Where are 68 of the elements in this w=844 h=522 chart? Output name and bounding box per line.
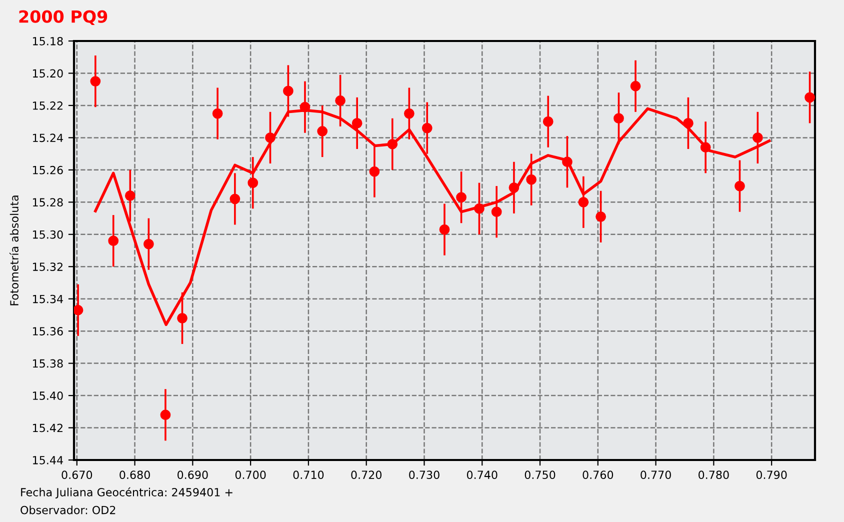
point	[335, 95, 346, 106]
point	[317, 126, 328, 136]
y-tick-label: 15.44	[32, 456, 63, 464]
x-tick-label: 0.790	[756, 470, 787, 480]
point	[508, 182, 520, 193]
y-tick-label: 15.38	[32, 359, 63, 368]
point	[614, 113, 624, 124]
point	[456, 192, 466, 203]
point	[700, 142, 711, 153]
point	[369, 166, 380, 177]
x-tick-label: 0.760	[582, 470, 614, 480]
point	[143, 238, 154, 250]
point	[542, 116, 554, 127]
y-tick-label: 15.24	[32, 134, 63, 142]
point	[562, 156, 572, 168]
y-tick-label: 15.26	[32, 166, 63, 174]
y-axis-title: Fotometría absoluta	[9, 196, 19, 306]
x-tick-label: 0.700	[235, 470, 266, 480]
point	[526, 174, 537, 185]
point	[578, 196, 589, 208]
point	[422, 122, 432, 134]
point	[124, 190, 136, 201]
chart-title: 2000 PQ9	[19, 10, 108, 26]
x-tick-label: 0.770	[640, 470, 671, 480]
x-tick-label: 0.750	[524, 470, 556, 480]
point	[630, 80, 641, 92]
y-tick-label: 15.32	[32, 262, 62, 271]
point	[752, 132, 763, 143]
y-tick-label: 15.36	[32, 327, 63, 336]
x-tick-label: 0.720	[351, 470, 382, 480]
text: Fecha Juliana Geocéntrica: 2459401 +	[21, 487, 232, 498]
point	[300, 102, 310, 112]
point	[283, 86, 294, 96]
y-tick-label: 15.20	[32, 69, 63, 78]
x-tick-label: 0.690	[178, 470, 208, 480]
x-tick-label: 0.670	[62, 470, 92, 480]
y-tick-label: 15.42	[32, 424, 62, 432]
x-tick-label: 0.740	[466, 470, 498, 480]
point	[248, 178, 258, 188]
y-tick-label: 15.40	[32, 392, 63, 400]
text: Observador: OD2	[20, 506, 116, 514]
y-tick-label: 15.18	[32, 36, 63, 46]
point	[734, 180, 745, 192]
point	[439, 224, 450, 235]
point	[74, 304, 84, 316]
point	[160, 410, 171, 420]
point	[804, 92, 815, 103]
point	[90, 76, 101, 86]
point	[212, 108, 223, 119]
point	[177, 312, 188, 324]
point	[387, 138, 398, 150]
point	[474, 203, 484, 214]
y-tick-label: 15.22	[32, 101, 62, 110]
point	[491, 206, 502, 218]
point	[596, 211, 606, 222]
y-tick-label: 15.28	[32, 198, 63, 207]
x-tick-label: 0.680	[120, 470, 150, 480]
x-tick-label: 0.780	[698, 470, 729, 480]
point	[683, 118, 694, 128]
point	[265, 132, 276, 143]
x-tick-label: 0.730	[409, 470, 440, 480]
x-tick-label: 0.710	[293, 470, 324, 480]
point	[108, 236, 119, 246]
point	[352, 118, 362, 128]
y-tick-label: 15.34	[32, 294, 63, 304]
y-tick-label: 15.30	[32, 230, 63, 239]
point	[230, 194, 240, 204]
point	[404, 108, 414, 119]
